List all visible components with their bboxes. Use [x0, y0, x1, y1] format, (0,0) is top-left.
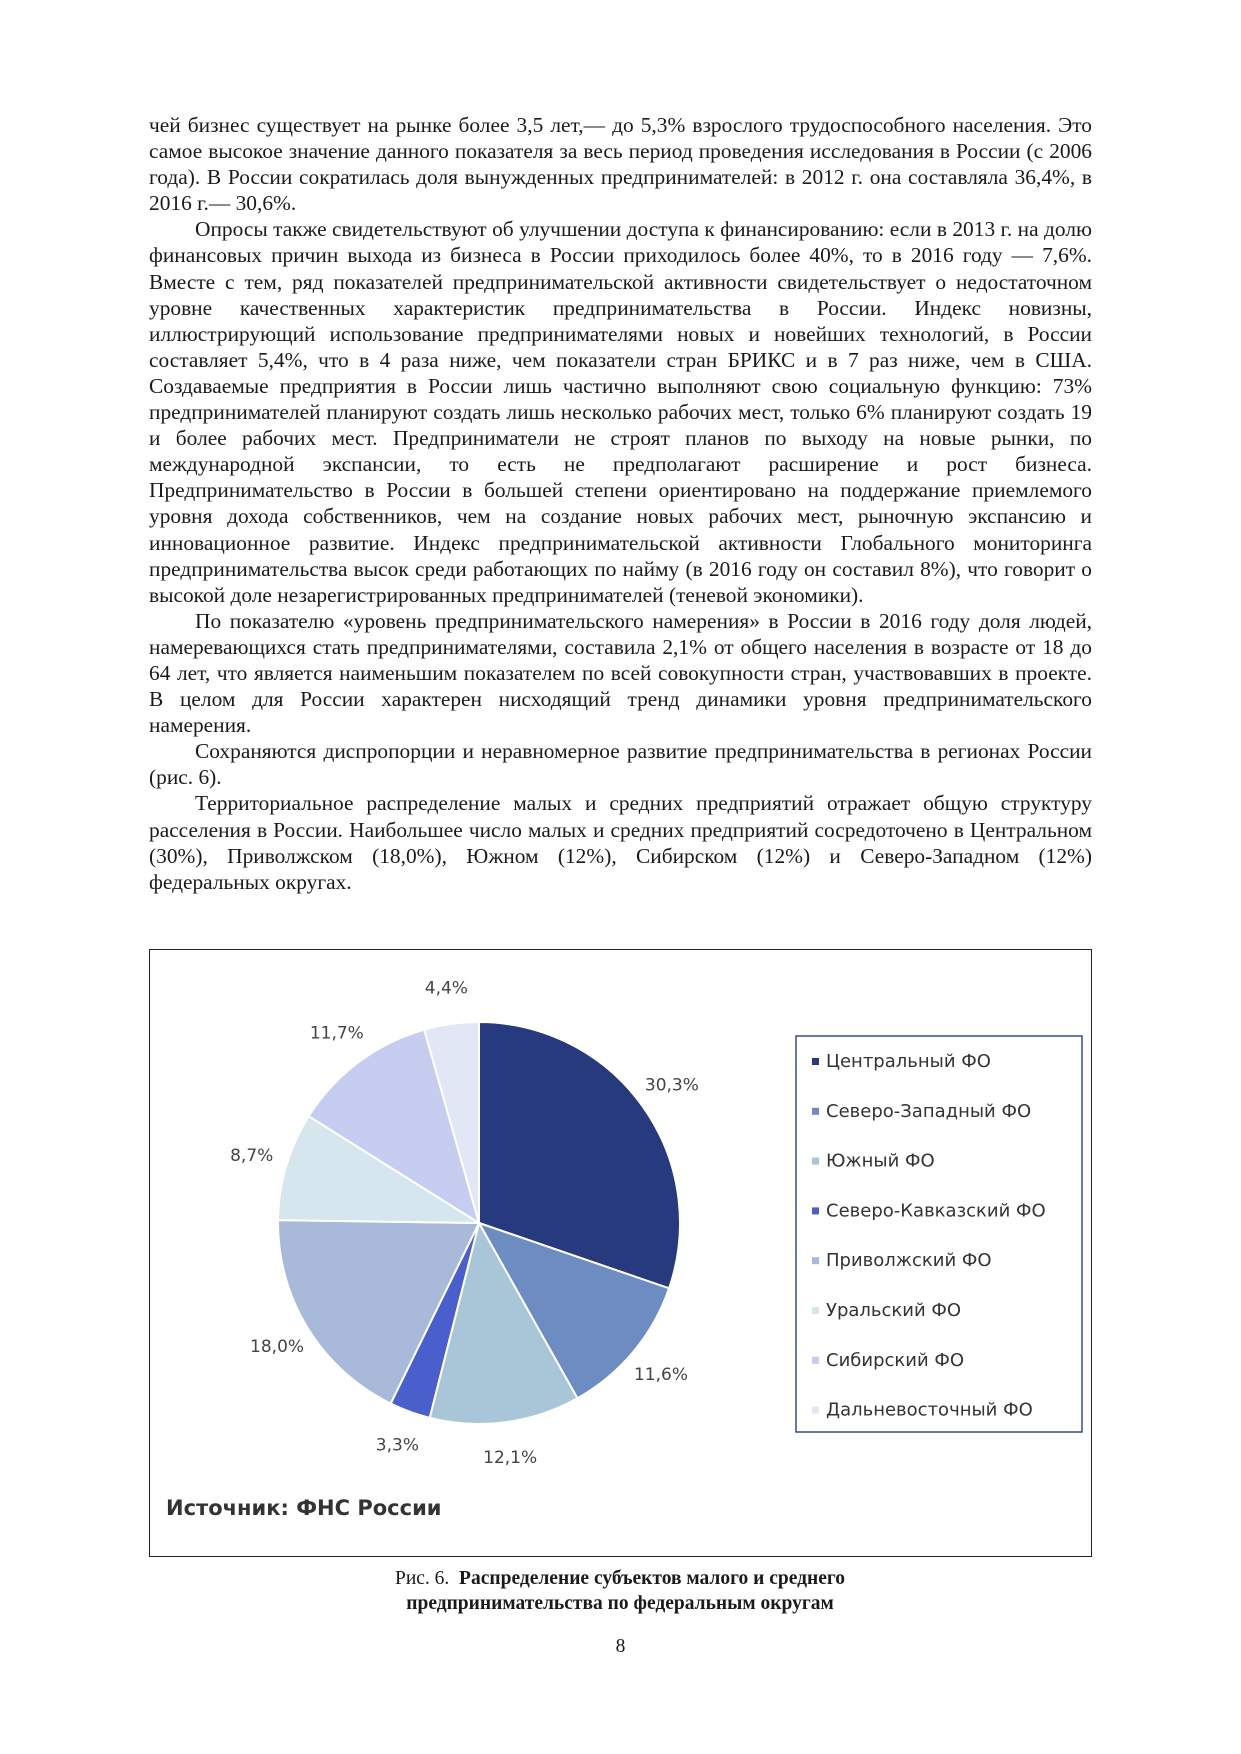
paragraph: Сохраняются диспропорции и неравномерное… [149, 739, 1092, 790]
legend-swatch [812, 1107, 819, 1115]
paragraph: чей бизнес существует на рынке более 3,5… [149, 113, 1092, 216]
caption-title: Распределение субъектов малого и среднег… [406, 1568, 846, 1614]
legend-label: Уральский ФО [826, 1300, 961, 1321]
data-label: 12,1% [483, 1448, 537, 1468]
data-label: 30,3% [645, 1075, 699, 1095]
legend-swatch [812, 1406, 819, 1414]
data-label: 3,3% [376, 1436, 419, 1456]
source-note: Источник: ФНС России [166, 1496, 442, 1520]
pie-slice [422, 1020, 480, 1224]
page-number: 8 [615, 1636, 626, 1657]
figure-caption: Рис. 6. Распределение субъектов малого и… [330, 1566, 910, 1616]
pie-slice [307, 1028, 481, 1226]
legend-label: Центральный ФО [826, 1051, 991, 1072]
legend-label: Северо-Кавказский ФО [826, 1200, 1046, 1221]
pie-slice [476, 1221, 671, 1400]
legend-label: Южный ФО [826, 1151, 935, 1172]
legend-swatch [812, 1207, 819, 1215]
paragraph: По показателю «уровень предпринимательск… [149, 608, 1092, 738]
legend-swatch [812, 1356, 819, 1364]
data-label: 8,7% [230, 1146, 273, 1166]
paragraph: Территориальное распределение малых и ср… [149, 791, 1092, 894]
legend-label: Дальневосточный ФО [826, 1400, 1033, 1421]
body-text: чей бизнес существует на рынке более 3,5… [149, 112, 1092, 895]
pie-slice [277, 1219, 481, 1405]
pie-chart: Источник: ФНС России 30,3% 11,6% 12,1% 3,3%… [166, 978, 1083, 1520]
legend-swatch [812, 1058, 819, 1065]
data-label: 11,7% [310, 1023, 364, 1043]
legend-label: Северо-Западный ФО [826, 1101, 1031, 1122]
legend-label: Сибирский ФО [826, 1350, 964, 1371]
pie-slice [478, 1020, 681, 1290]
legend-swatch [812, 1257, 819, 1265]
data-label: 11,6% [634, 1365, 688, 1385]
data-label: 18,0% [250, 1337, 304, 1357]
pie-slice [277, 1114, 483, 1225]
figure: Источник: ФНС России 30,3% 11,6% 12,1% 3,3%… [149, 949, 1092, 1557]
data-label: 4,4% [425, 978, 468, 998]
caption-label: Рис. 6. [394, 1568, 450, 1589]
legend-label: Приволжский ФО [826, 1250, 992, 1271]
legend-swatch [812, 1157, 819, 1165]
legend-swatch [812, 1307, 819, 1314]
paragraph: Опросы также свидетельствуют об улучшени… [149, 217, 1092, 607]
legend-box [795, 1035, 1083, 1433]
